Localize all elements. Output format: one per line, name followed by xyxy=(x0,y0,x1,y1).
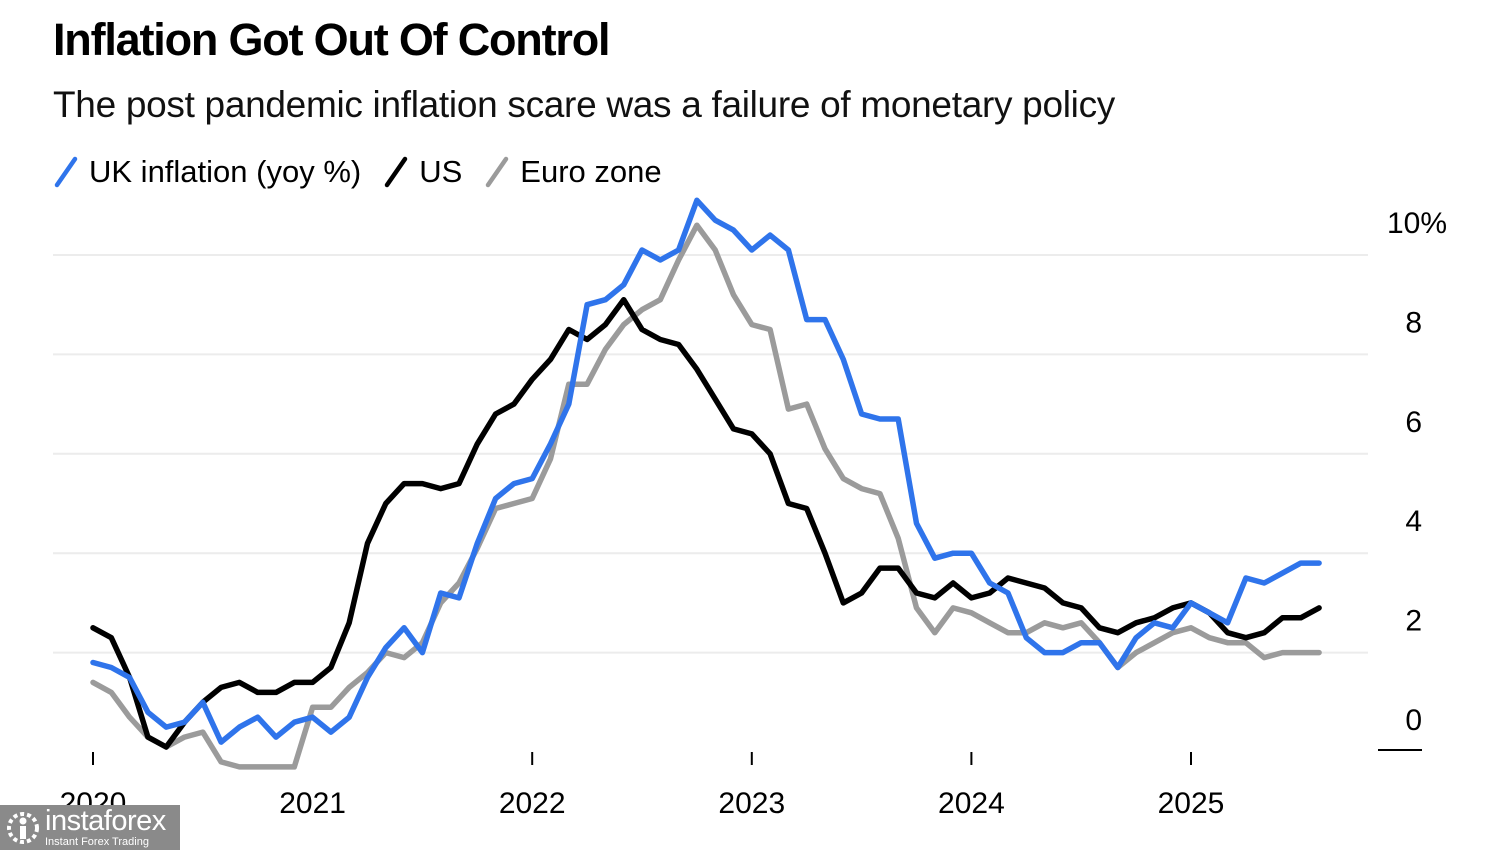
x-axis: 2020 2021 2022 2023 2024 2025 xyxy=(60,752,1225,820)
legend-item-uk: UK inflation (yoy %) xyxy=(53,154,361,190)
watermark: instaforex Instant Forex Trading xyxy=(0,805,180,850)
legend: UK inflation (yoy %) US Euro zone xyxy=(53,154,684,190)
y-tick-label: 4 xyxy=(1405,505,1422,538)
x-tick-label: 2024 xyxy=(938,787,1005,820)
instaforex-logo-icon xyxy=(7,811,39,844)
x-tick-label: 2022 xyxy=(499,787,566,820)
legend-label-euro-zone: Euro zone xyxy=(520,154,662,189)
y-axis: 0 2 4 6 8 10% xyxy=(1387,207,1447,737)
x-tick-label: 2025 xyxy=(1158,787,1225,820)
y-tick-label: 0 xyxy=(1405,704,1422,737)
y-tick-label: 8 xyxy=(1405,306,1422,339)
x-tick-label: 2021 xyxy=(279,787,346,820)
legend-item-us: US xyxy=(383,154,462,190)
y-tick-label: 10% xyxy=(1387,207,1447,240)
legend-item-euro-zone: Euro zone xyxy=(484,154,662,190)
chart-subtitle: The post pandemic inflation scare was a … xyxy=(53,84,1115,125)
legend-swatch-euro-zone-icon xyxy=(486,156,509,188)
watermark-brand: instaforex xyxy=(45,805,166,837)
legend-swatch-us-icon xyxy=(384,156,408,188)
y-tick-label: 2 xyxy=(1405,605,1422,638)
chart-title: Inflation Got Out Of Control xyxy=(53,14,610,65)
x-tick-label: 2023 xyxy=(718,787,785,820)
legend-swatch-uk-icon xyxy=(54,156,78,188)
y-tick-label: 6 xyxy=(1405,406,1422,439)
legend-label-uk: UK inflation (yoy %) xyxy=(89,154,362,189)
watermark-tagline: Instant Forex Trading xyxy=(45,836,149,848)
legend-label-us: US xyxy=(419,154,463,189)
gridlines xyxy=(53,254,1422,751)
series-line-uk-inflation-yoy xyxy=(90,197,1322,745)
series-line-us xyxy=(90,296,1322,750)
series-lines xyxy=(90,197,1322,770)
series-line-euro-zone xyxy=(90,222,1322,770)
